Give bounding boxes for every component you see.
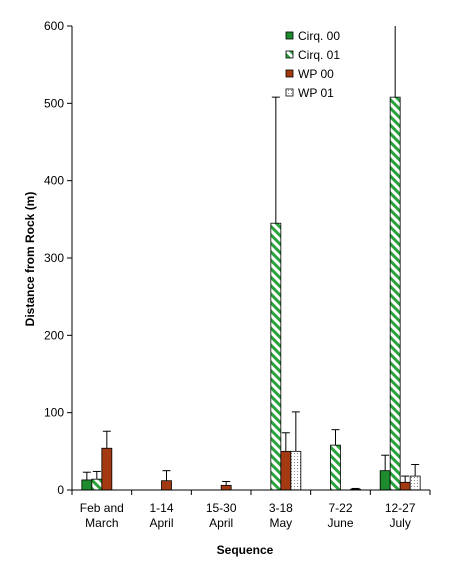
- y-axis: 0 100 200 300 400 500 600: [44, 19, 73, 497]
- x-tick-label-line: March: [85, 516, 118, 530]
- bar: [290, 450, 302, 491]
- x-tick-label-line: July: [389, 516, 410, 530]
- y-tick-label: 0: [57, 483, 64, 497]
- legend-label: Cirq. 00: [298, 29, 340, 43]
- bar: [399, 481, 411, 491]
- y-tick-label: 600: [44, 19, 64, 33]
- bar: [270, 222, 282, 491]
- legend-swatch: [285, 88, 294, 97]
- bar: [101, 447, 113, 491]
- y-tick-label: 300: [44, 251, 64, 265]
- x-axis-title: Sequence: [217, 543, 274, 557]
- bar: [161, 480, 172, 491]
- plot-area: [81, 26, 421, 491]
- x-tick-label-line: 1-14: [149, 501, 173, 515]
- x-tick-label-line: 7-22: [328, 501, 352, 515]
- x-tick-label-line: April: [209, 516, 233, 530]
- x-tick-label-line: May: [269, 516, 292, 530]
- x-tick-label-line: April: [149, 516, 173, 530]
- x-tick-label-line: 15-30: [206, 501, 237, 515]
- legend-label: WP 01: [298, 86, 334, 100]
- legend: Cirq. 00 Cirq. 01 WP 00 WP 01: [285, 29, 340, 100]
- y-tick-label: 400: [44, 174, 64, 188]
- y-tick-label: 200: [44, 328, 64, 342]
- x-tick-label: Feb and March: [80, 501, 124, 530]
- x-tick-label-line: June: [327, 516, 353, 530]
- bar: [280, 450, 292, 491]
- x-tick-label-line: Feb and: [80, 501, 124, 515]
- bar: [91, 478, 103, 491]
- bar: [389, 96, 401, 491]
- x-tick-label: 1-14 April: [149, 501, 173, 530]
- legend-swatch: [285, 31, 294, 40]
- x-tick-label: 12-27 July: [385, 501, 416, 530]
- bar: [330, 444, 341, 491]
- legend-swatch: [285, 69, 294, 78]
- x-tick-label: 7-22 June: [327, 501, 353, 530]
- x-tick-label-line: 12-27: [385, 501, 416, 515]
- y-axis-title: Distance from Rock (m): [23, 192, 37, 327]
- legend-swatch: [285, 50, 294, 59]
- y-tick-label: 100: [44, 406, 64, 420]
- x-tick-label: 15-30 April: [206, 501, 237, 530]
- bar: [220, 484, 232, 491]
- bar: [379, 470, 391, 491]
- legend-label: Cirq. 01: [298, 48, 340, 62]
- bar: [409, 475, 421, 491]
- legend-label: WP 00: [298, 67, 334, 81]
- y-tick-label: 500: [44, 96, 64, 110]
- bar: [81, 479, 93, 491]
- x-tick-label-line: 3-18: [269, 501, 293, 515]
- x-tick-label: 3-18 May: [269, 501, 293, 530]
